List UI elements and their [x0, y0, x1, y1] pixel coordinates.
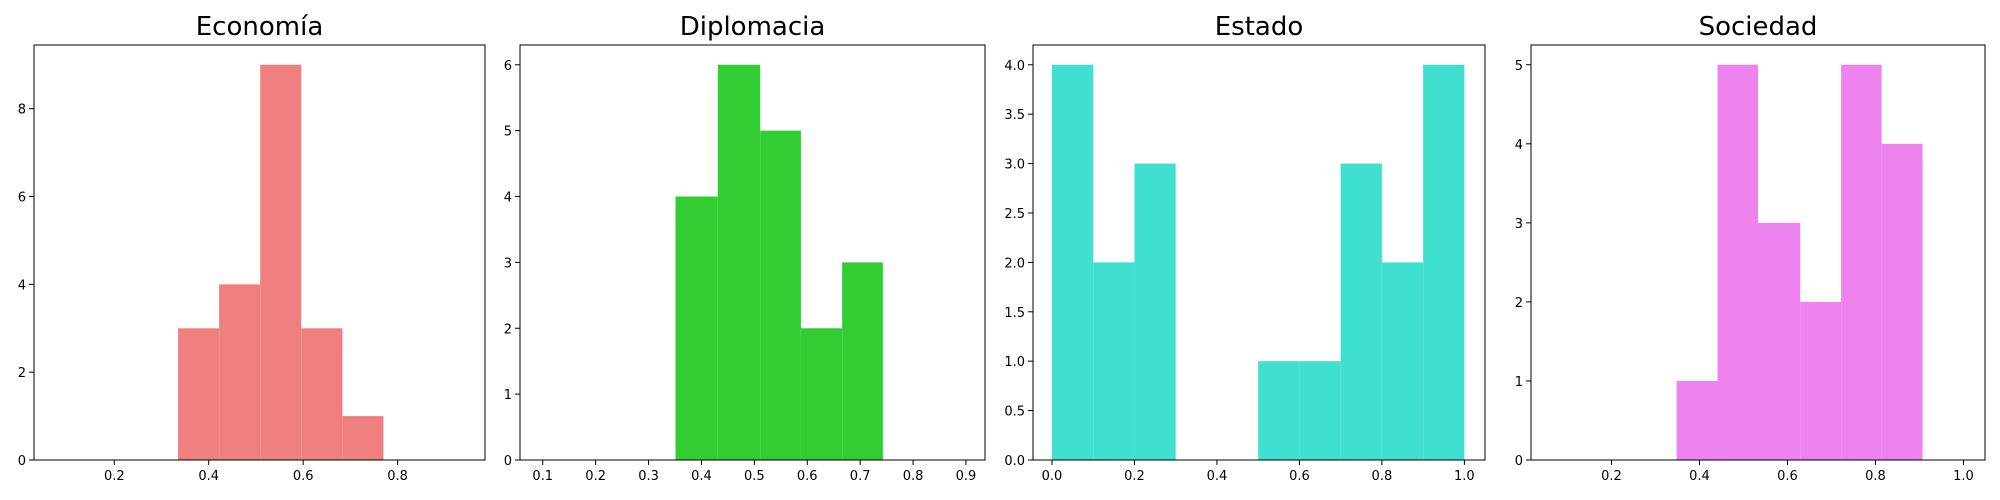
bar	[1093, 262, 1135, 460]
x-tick-label: 0.6	[1289, 469, 1310, 484]
x-tick-label: 0.6	[293, 469, 314, 484]
x-tick-label: 0.4	[198, 469, 219, 484]
x-tick-label: 0.2	[104, 469, 125, 484]
y-tick-label: 3.0	[1004, 158, 1025, 173]
x-tick-label: 0.6	[1777, 469, 1798, 484]
bar	[219, 284, 261, 460]
y-tick-label: 0	[1515, 454, 1523, 469]
y-tick-label: 2	[1515, 296, 1523, 311]
y-tick-label: 3.5	[1004, 108, 1025, 123]
bar	[1881, 143, 1923, 461]
x-tick-label: 0.5	[744, 469, 765, 484]
x-tick-label: 0.1	[532, 469, 553, 484]
bar	[178, 328, 220, 460]
y-tick-label: 1.5	[1004, 306, 1025, 321]
y-tick-label: 2.0	[1004, 256, 1025, 271]
chart-title: Estado	[1215, 12, 1304, 42]
bar	[1299, 361, 1341, 460]
axes-frame	[519, 44, 986, 461]
y-tick-label: 4	[504, 191, 512, 206]
bar	[1676, 380, 1718, 460]
y-tick-label: 0.5	[1004, 405, 1025, 420]
bar	[800, 328, 843, 460]
bar	[1800, 301, 1842, 460]
bar	[1841, 64, 1882, 460]
axes-frame	[1530, 44, 1986, 461]
x-tick-label: 0.0	[1042, 469, 1063, 484]
y-tick-label: 2.5	[1004, 207, 1025, 222]
y-tick-label: 5	[504, 125, 512, 140]
bar	[1423, 64, 1465, 460]
y-tick-label: 1	[1515, 375, 1523, 390]
y-tick-label: 1	[504, 388, 512, 403]
bar	[1340, 163, 1382, 461]
y-tick-label: 8	[18, 103, 26, 118]
bar	[1051, 64, 1094, 460]
x-tick-label: 0.8	[1865, 469, 1886, 484]
x-tick-label: 0.9	[956, 469, 977, 484]
chart-title: Diplomacia	[680, 12, 826, 42]
y-tick-label: 0	[504, 454, 512, 469]
bar	[260, 64, 302, 460]
y-tick-label: 2	[18, 366, 26, 381]
axes-frame	[33, 44, 486, 461]
x-tick-label: 0.6	[797, 469, 818, 484]
y-tick-label: 3	[1515, 217, 1523, 232]
y-tick-label: 1.0	[1004, 355, 1025, 370]
x-tick-label: 0.4	[1207, 469, 1228, 484]
y-tick-label: 5	[1515, 59, 1523, 74]
y-tick-label: 0	[18, 454, 26, 469]
chart-title: Economía	[196, 12, 324, 42]
x-tick-label: 1.0	[1953, 469, 1974, 484]
bar	[1758, 222, 1801, 460]
bar	[342, 416, 384, 460]
y-tick-label: 4.0	[1004, 59, 1025, 74]
bar	[842, 262, 883, 460]
y-tick-label: 6	[18, 191, 26, 206]
y-tick-label: 3	[504, 256, 512, 271]
y-tick-label: 4	[18, 278, 26, 293]
x-tick-label: 0.8	[1372, 469, 1393, 484]
bar	[760, 130, 801, 460]
x-tick-label: 0.7	[850, 469, 871, 484]
x-tick-label: 0.4	[691, 469, 712, 484]
x-tick-label: 0.4	[1689, 469, 1710, 484]
x-tick-label: 0.2	[1601, 469, 1622, 484]
y-tick-label: 2	[504, 322, 512, 337]
bar	[675, 196, 718, 460]
bar	[717, 64, 761, 460]
bar	[1717, 64, 1758, 460]
x-tick-label: 0.2	[585, 469, 606, 484]
bar	[301, 328, 343, 460]
bar	[1381, 262, 1424, 460]
x-tick-label: 0.3	[638, 469, 659, 484]
axes-frame	[1032, 44, 1486, 461]
bar	[1134, 163, 1176, 461]
x-tick-label: 0.8	[903, 469, 924, 484]
x-tick-label: 0.8	[387, 469, 408, 484]
x-tick-label: 0.2	[1124, 469, 1145, 484]
y-tick-label: 0.0	[1004, 454, 1025, 469]
y-tick-label: 4	[1515, 138, 1523, 153]
y-tick-label: 6	[504, 59, 512, 74]
x-tick-label: 1.0	[1454, 469, 1475, 484]
bar	[1258, 361, 1300, 460]
chart-title: Sociedad	[1699, 12, 1818, 42]
